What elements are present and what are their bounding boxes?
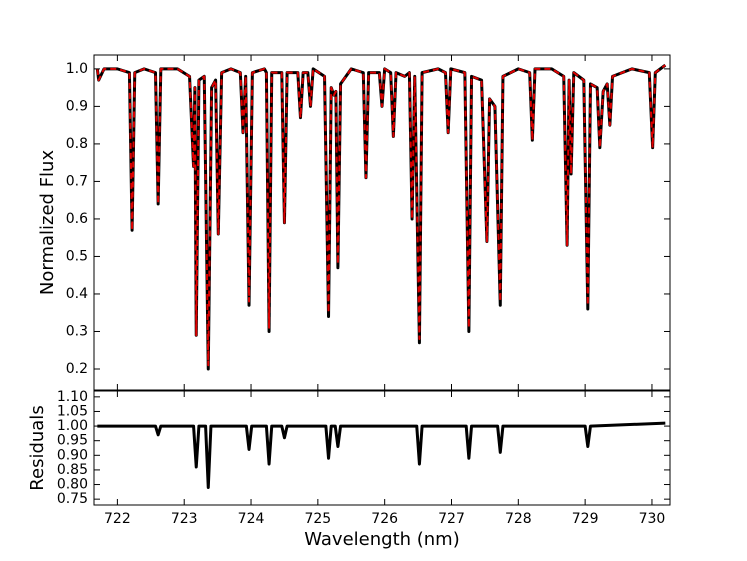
y-axis-label: Residuals [27,405,48,490]
x-tick-label: 722 [104,511,131,527]
axes-frame [93,54,671,391]
spectrum-line [95,63,667,371]
x-tick-label: 729 [572,511,599,527]
spectrum-line [97,421,666,489]
y-tick-label: 0.3 [66,323,88,339]
y-tick-label: 0.5 [66,248,88,264]
y-tick-label: 0.95 [57,433,88,449]
y-axis-label: Normalized Flux [37,150,58,296]
y-tick-label: 0.4 [66,286,88,302]
x-tick-label: 724 [238,511,265,527]
y-tick-label: 1.05 [57,403,88,419]
x-tick-label: 726 [371,511,398,527]
y-tick-label: 0.75 [57,491,88,507]
y-tick-label: 0.6 [66,211,88,227]
x-tick-label: 730 [639,511,666,527]
y-tick-label: 1.00 [57,418,88,434]
x-axis-label: Wavelength (nm) [304,529,460,550]
y-tick-label: 0.2 [66,361,88,377]
x-tick-label: 728 [505,511,532,527]
y-tick-label: 1.10 [57,389,88,405]
y-tick-label: 0.7 [66,173,88,189]
axes-frame [93,390,671,506]
y-tick-label: 0.90 [57,447,88,463]
x-tick-label: 725 [304,511,331,527]
y-tick-label: 0.9 [66,98,88,114]
y-tick-label: 0.8 [66,136,88,152]
x-tick-label: 727 [438,511,465,527]
y-tick-label: 0.80 [57,477,88,493]
spectrum-line [96,64,666,367]
y-tick-label: 0.85 [57,462,88,478]
y-tick-label: 1.0 [66,61,88,77]
x-tick-label: 723 [171,511,198,527]
